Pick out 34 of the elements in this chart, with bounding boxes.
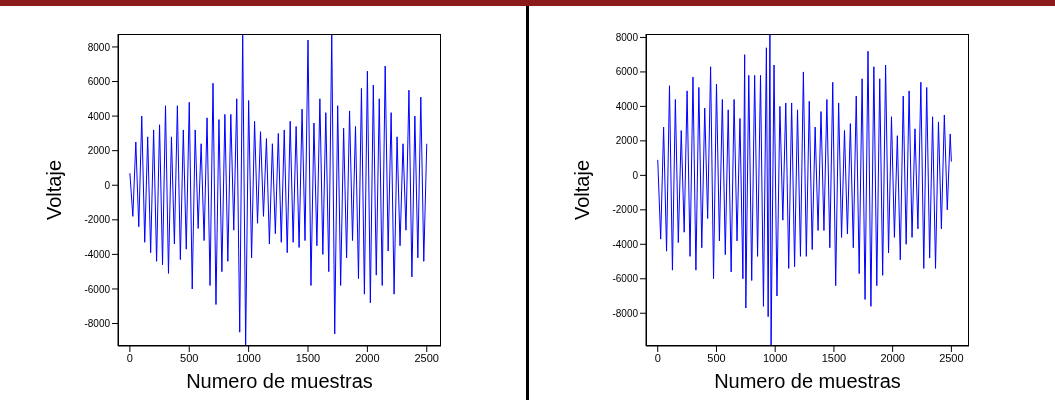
x-tick-label: 0 bbox=[126, 351, 133, 364]
y-axis-title: Voltaje bbox=[43, 159, 66, 221]
x-tick-label: 2500 bbox=[414, 351, 439, 364]
x-tick-label: 1500 bbox=[295, 351, 321, 364]
x-tick-label: 1000 bbox=[236, 351, 261, 364]
y-tick-label: 4000 bbox=[87, 110, 111, 122]
y-tick-label: -4000 bbox=[84, 248, 111, 260]
y-tick-label: -6000 bbox=[84, 283, 111, 295]
y-tick-label: -2000 bbox=[84, 214, 111, 226]
x-tick-label: 1500 bbox=[821, 351, 847, 364]
y-tick-label: 6000 bbox=[87, 76, 111, 88]
y-tick-label: -8000 bbox=[612, 307, 639, 319]
x-tick-label: 500 bbox=[707, 351, 726, 364]
y-tick-label: 8000 bbox=[87, 41, 111, 53]
y-tick-label: -2000 bbox=[612, 204, 639, 216]
x-axis-title: Numero de muestras bbox=[186, 370, 373, 392]
x-tick-label: 500 bbox=[180, 351, 199, 364]
y-axis-title: Voltaje bbox=[571, 159, 594, 221]
x-tick-label: 2000 bbox=[880, 351, 905, 364]
y-tick-label: 2000 bbox=[615, 135, 639, 147]
x-tick-label: 1000 bbox=[762, 351, 788, 364]
y-tick-label: 8000 bbox=[615, 32, 639, 43]
y-tick-label: -4000 bbox=[612, 238, 639, 250]
y-tick-label: 6000 bbox=[615, 66, 639, 78]
x-tick-label: 0 bbox=[654, 351, 661, 364]
y-tick-label: 4000 bbox=[615, 100, 639, 112]
y-tick-label: -6000 bbox=[612, 273, 639, 285]
x-tick-label: 2000 bbox=[355, 351, 380, 364]
x-tick-label: 2500 bbox=[939, 351, 964, 364]
y-tick-label: 2000 bbox=[87, 145, 111, 157]
y-tick-label: 0 bbox=[632, 169, 639, 181]
y-tick-label: 0 bbox=[104, 179, 111, 191]
y-tick-label: -8000 bbox=[84, 318, 111, 330]
x-axis-title: Numero de muestras bbox=[714, 370, 901, 392]
